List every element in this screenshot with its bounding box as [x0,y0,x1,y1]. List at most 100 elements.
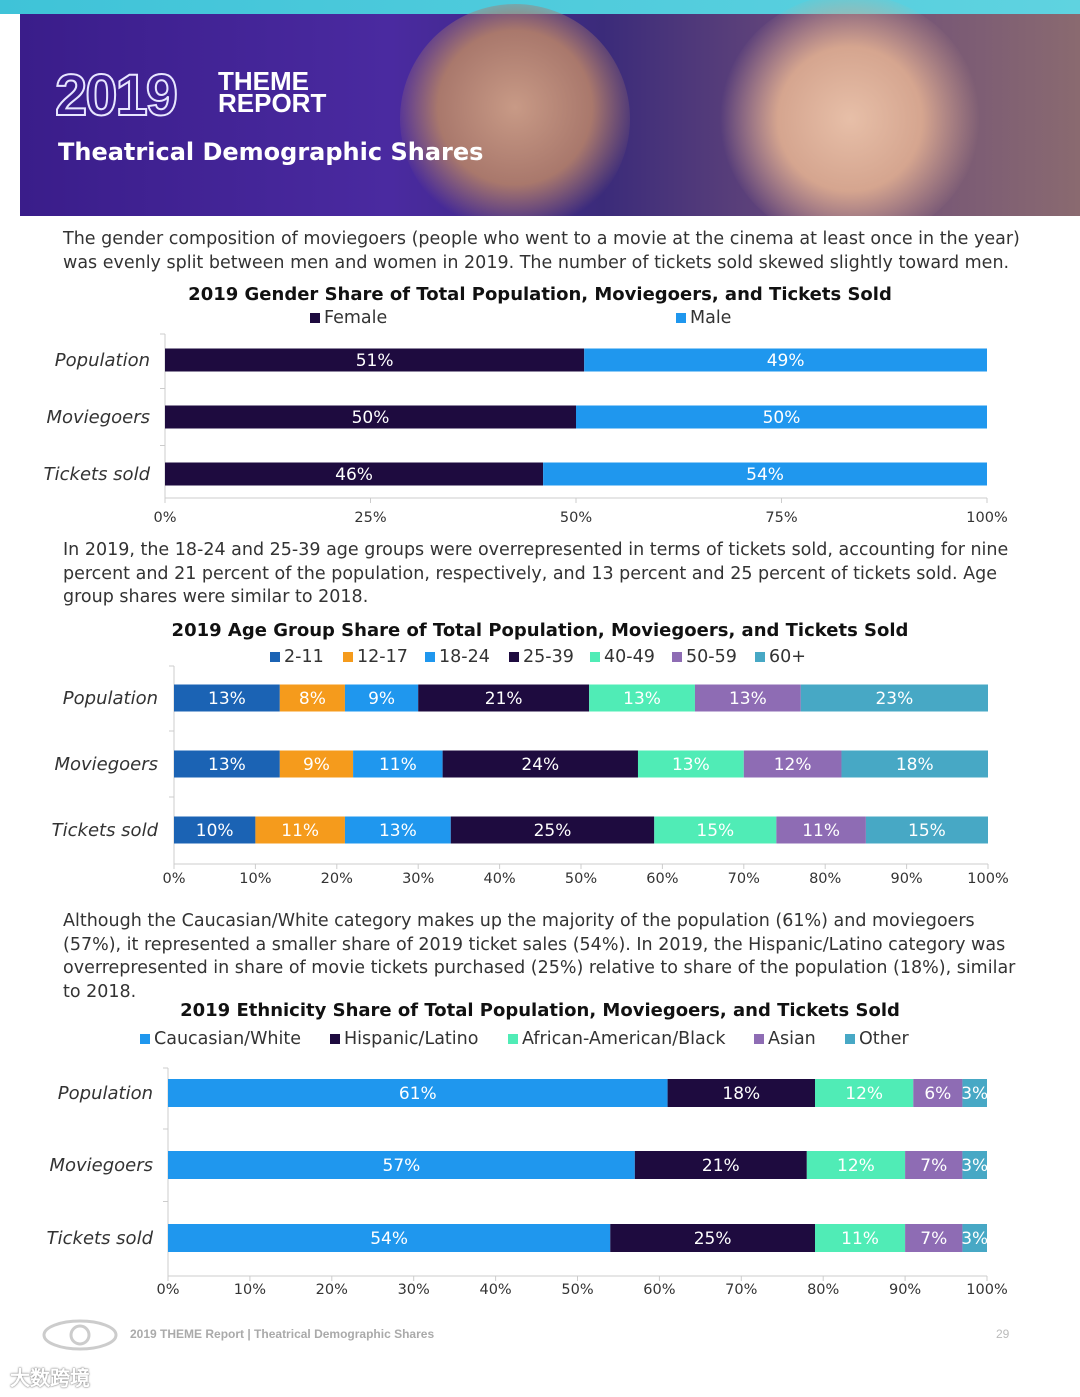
data-label: 25% [534,821,572,841]
bar-segment [168,1224,611,1252]
data-label: 13% [729,689,767,709]
legend-swatch [425,652,435,662]
data-label: 21% [485,689,523,709]
legend-label: 50-59 [686,647,737,667]
row-label: Moviegoers [49,1155,153,1176]
legend-label: 12-17 [357,647,408,667]
bar-segment [279,684,345,712]
bar-segment [815,1224,906,1252]
bar-segment [168,1079,668,1107]
legend-swatch [270,652,280,662]
bar-segment [905,1224,963,1252]
banner-photo [20,0,1080,216]
legend-swatch [755,652,765,662]
bar-segment [255,816,345,844]
page-number: 29 [996,1327,1010,1341]
bar-segment [165,348,585,372]
x-tick-label: 0% [162,871,185,887]
data-label: 10% [196,821,234,841]
row-label: Moviegoers [46,407,150,428]
legend-label: Male [690,308,731,328]
x-tick-label: 10% [239,871,271,887]
bar-segment [344,816,451,844]
row-label: Tickets sold [47,1228,154,1249]
bar-segment [962,1224,987,1252]
mpa-logo-icon [42,1319,118,1351]
x-tick-label: 100% [966,510,1007,526]
bar-segment [776,816,866,844]
legend-label: Hispanic/Latino [344,1029,478,1049]
bar-segment [174,684,280,712]
bar-segment [418,684,590,712]
legend-swatch [754,1034,764,1044]
legend-swatch [508,1034,518,1044]
bar-segment [543,462,987,486]
legend-label: 60+ [769,647,806,667]
age-chart-title: 2019 Age Group Share of Total Population… [171,620,909,641]
bar-segment [962,1151,987,1179]
bar-segment [667,1079,816,1107]
legend-label: 18-24 [439,647,490,667]
data-label: 46% [335,465,373,485]
bar-segment [344,684,419,712]
legend-label: Caucasian/White [154,1029,301,1049]
bar-segment [806,1151,906,1179]
data-label: 21% [702,1156,740,1176]
watermark: 大数跨境 [10,1368,90,1390]
bar-segment [905,1151,963,1179]
bar-segment [576,405,987,429]
bar-segment [815,1079,914,1107]
data-label: 12% [774,755,812,775]
legend-swatch [140,1034,150,1044]
data-label: 11% [802,821,840,841]
gender-paragraph: The gender composition of moviegoers (pe… [63,229,1020,273]
row-label: Population [55,350,150,371]
bar-segment [913,1079,963,1107]
data-label: 3% [961,1229,988,1249]
data-label: 8% [299,689,326,709]
ethnicity-chart: Caucasian/White Hispanic/Latino African-Am… [47,1029,1008,1298]
x-tick-label: 70% [725,1282,757,1298]
data-label: 3% [961,1084,988,1104]
man-photo [400,4,630,216]
data-label: 11% [281,821,319,841]
data-label: 3% [961,1156,988,1176]
bar-segment [353,750,443,778]
x-tick-label: 70% [728,871,760,887]
gender-chart-title: 2019 Gender Share of Total Population, M… [188,284,892,305]
bar-segment [800,684,988,712]
woman-photo [720,0,980,216]
data-label: 7% [920,1156,947,1176]
x-tick-label: 50% [561,1282,593,1298]
bar-segment [634,1151,807,1179]
data-label: 9% [368,689,395,709]
data-label: 9% [303,755,330,775]
data-label: 13% [379,821,417,841]
row-label: Population [63,688,158,709]
legend-label: 25-39 [523,647,574,667]
legend-label: Other [859,1029,909,1049]
legend-swatch [672,652,682,662]
row-label: Tickets sold [44,464,151,485]
x-tick-label: 60% [643,1282,675,1298]
data-label: 13% [208,755,246,775]
bar-segment [168,1151,635,1179]
logo-report-word: REPORT [218,88,327,118]
data-label: 54% [746,465,784,485]
data-label: 15% [908,821,946,841]
x-tick-label: 0% [156,1282,179,1298]
bar-segment [654,816,777,844]
x-tick-label: 90% [890,871,922,887]
x-tick-label: 80% [809,871,841,887]
legend-swatch [845,1034,855,1044]
bar-segment [174,750,280,778]
age-chart: 2-11 12-17 18-24 25-39 40-49 50-59 60+ 0% 10% 20%… [52,647,1009,887]
legend-swatch [509,652,519,662]
x-tick-label: 80% [807,1282,839,1298]
logo-theme-word: THEME [218,66,309,96]
x-tick-label: 30% [398,1282,430,1298]
data-label: 24% [521,755,559,775]
data-label: 7% [920,1229,947,1249]
data-label: 50% [352,408,390,428]
x-tick-label: 10% [234,1282,266,1298]
